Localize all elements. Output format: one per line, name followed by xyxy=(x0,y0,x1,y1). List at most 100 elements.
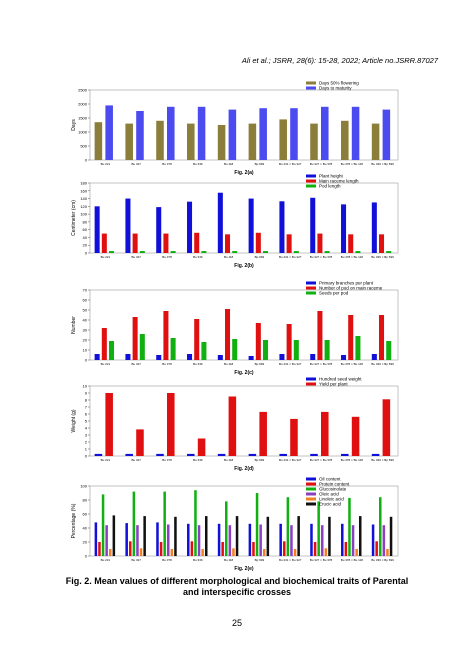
y-axis-label: Percentage (%) xyxy=(71,503,77,538)
bar xyxy=(194,232,200,253)
bar xyxy=(98,542,101,556)
x-tick-label: Bu 327 × Bu 378 xyxy=(310,558,333,562)
bar xyxy=(371,354,377,360)
bar xyxy=(235,516,239,556)
bar xyxy=(217,125,226,160)
bar xyxy=(159,542,163,556)
bar xyxy=(108,341,115,360)
bar xyxy=(290,108,298,160)
x-tick-label: Bp 699 xyxy=(255,162,265,166)
x-tick-label: Bp 699 xyxy=(255,362,265,366)
figure-label: Fig. 2(b) xyxy=(234,263,254,269)
y-tick-label: 20 xyxy=(83,338,88,343)
bar xyxy=(163,491,166,556)
y-tick-label: 0 xyxy=(85,454,88,459)
bar xyxy=(348,497,351,556)
bar xyxy=(341,355,347,360)
bar xyxy=(167,106,175,160)
bar xyxy=(125,354,131,360)
bar xyxy=(125,123,133,160)
bar xyxy=(187,354,193,360)
y-tick-label: 0 xyxy=(85,251,88,256)
bar xyxy=(132,233,138,253)
y-tick-label: 100 xyxy=(80,212,87,217)
bar xyxy=(379,497,382,556)
bar xyxy=(252,542,255,556)
bar xyxy=(351,106,360,160)
y-tick-label: 60 xyxy=(83,227,88,232)
figure-label: Fig. 2(d) xyxy=(234,466,254,472)
bar xyxy=(204,516,208,556)
x-tick-label: Bu 378 × Bu 118 xyxy=(341,458,364,462)
bar xyxy=(94,522,98,556)
legend-label: Number of pod on main raceme xyxy=(319,286,383,291)
legend-swatch xyxy=(306,487,316,491)
x-tick-label: Bu 378 xyxy=(162,558,172,562)
legend-swatch xyxy=(306,286,316,290)
bar xyxy=(187,453,195,456)
y-tick-label: 0 xyxy=(85,554,88,559)
y-tick-label: 0 xyxy=(85,358,88,363)
x-tick-label: Bu 336 xyxy=(193,458,203,462)
bar xyxy=(156,453,164,456)
x-tick-label: Bu 378 xyxy=(162,255,172,259)
bar xyxy=(94,206,100,253)
bar xyxy=(190,541,194,556)
bar xyxy=(344,542,348,556)
bar xyxy=(217,523,221,556)
legend-label: Days 50% flowering xyxy=(319,81,359,86)
bar xyxy=(125,523,128,556)
bar xyxy=(382,399,391,456)
bar xyxy=(136,111,144,160)
y-tick-label: 40 xyxy=(83,526,88,531)
bar xyxy=(290,525,293,556)
x-tick-label: Bu 378 × Bu 118 xyxy=(341,255,364,259)
bar xyxy=(259,524,262,556)
bar xyxy=(143,516,146,556)
x-tick-label: Bu 231 xyxy=(101,255,111,259)
y-tick-label: 4 xyxy=(85,426,88,431)
bar xyxy=(156,120,164,160)
bar xyxy=(286,497,290,556)
bar xyxy=(232,548,235,556)
x-tick-label: Bu 336 × Bp 699 xyxy=(371,558,394,562)
bar xyxy=(262,549,266,556)
x-tick-label: Bu 118 xyxy=(224,362,234,366)
x-tick-label: Bu 336 xyxy=(193,162,203,166)
x-tick-label: Bu 336 xyxy=(193,362,203,366)
bar xyxy=(279,119,287,160)
bar xyxy=(170,251,176,253)
bar xyxy=(293,549,297,556)
bar xyxy=(286,234,292,253)
x-tick-label: Bu 231 xyxy=(101,362,111,366)
bar xyxy=(279,354,285,360)
bar xyxy=(217,453,226,456)
y-tick-label: 2500 xyxy=(78,88,88,93)
y-tick-label: 1000 xyxy=(78,130,88,135)
bar xyxy=(108,549,112,556)
y-tick-label: 30 xyxy=(83,328,88,333)
legend-label: Linoleic acid xyxy=(319,497,344,502)
bar xyxy=(163,311,169,360)
bar xyxy=(101,494,105,556)
x-tick-label: Bu 327 × Bu 378 xyxy=(310,362,333,366)
x-tick-label: Bu 118 xyxy=(224,255,234,259)
bar xyxy=(371,202,377,253)
bar xyxy=(170,338,176,360)
bar xyxy=(259,108,267,160)
bar xyxy=(248,198,254,253)
y-tick-label: 8 xyxy=(85,398,88,403)
bar xyxy=(187,123,195,160)
legend-label: Oil content xyxy=(319,477,341,482)
x-tick-label: Bu 118 xyxy=(224,458,234,462)
x-tick-label: Bu 327 × Bu 378 xyxy=(310,162,333,166)
bar xyxy=(371,123,380,160)
y-tick-label: 2000 xyxy=(78,102,88,107)
bar xyxy=(341,523,344,556)
legend-swatch xyxy=(306,179,316,183)
bar xyxy=(232,339,238,360)
bar xyxy=(225,501,228,556)
bar xyxy=(321,411,329,456)
bar xyxy=(129,541,132,556)
bar xyxy=(386,549,389,556)
